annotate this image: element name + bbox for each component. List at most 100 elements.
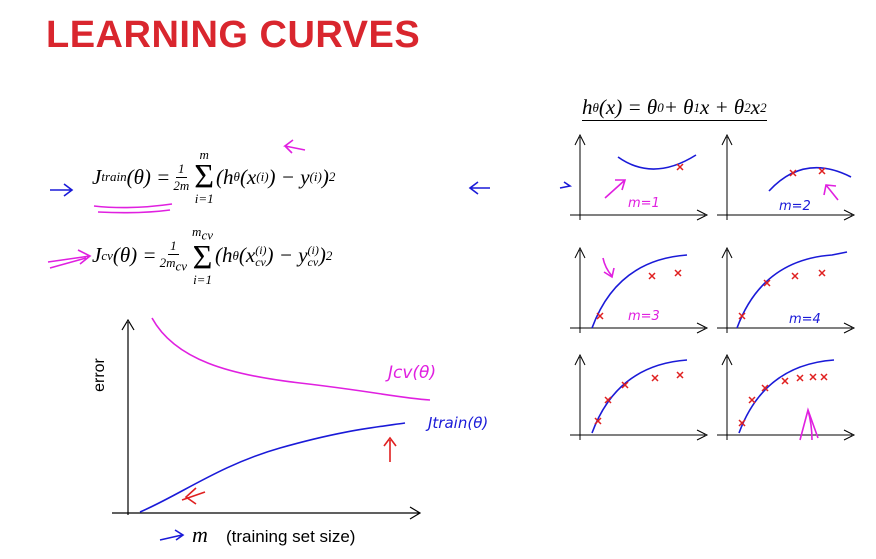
math-text: 2m xyxy=(173,177,190,193)
sample-point xyxy=(676,371,684,379)
title: LEARNING CURVES xyxy=(46,14,421,56)
sample-point xyxy=(648,272,656,280)
sample-point xyxy=(791,272,799,280)
math-text: (θ) = xyxy=(126,164,171,189)
superscript: (i) xyxy=(255,242,267,257)
superscript: 2 xyxy=(760,99,767,115)
sigma: Σ xyxy=(192,238,213,276)
subscript: cv xyxy=(255,254,266,269)
math-text: ) − y xyxy=(268,164,310,189)
sample-point xyxy=(796,374,804,382)
math-text: m xyxy=(192,224,202,239)
numerator: 1 xyxy=(168,238,179,255)
sub-sup: (i) cv xyxy=(255,244,266,268)
panel-label: m=3 xyxy=(628,309,660,324)
math-text: i=1 xyxy=(193,271,212,287)
sum-bottom: i=1 xyxy=(195,192,214,206)
subscript: 1 xyxy=(693,99,700,115)
sample-point xyxy=(781,377,789,385)
panel-axes xyxy=(570,133,709,221)
sample-point xyxy=(748,396,756,404)
train-label: Jtrain(θ) xyxy=(425,414,488,432)
sample-point xyxy=(738,419,746,427)
sample-point xyxy=(763,279,771,287)
math-text: + θ xyxy=(663,95,694,119)
math-text: x xyxy=(750,95,761,119)
subscript: 2 xyxy=(744,99,751,115)
superscript: 2 xyxy=(325,247,333,263)
sub-sup: (i) cv xyxy=(308,244,319,268)
math-text: J xyxy=(92,243,102,268)
y-axis-label: error xyxy=(91,357,108,391)
numerator: 1 xyxy=(176,161,187,178)
subscript: 0 xyxy=(657,99,664,115)
sample-point xyxy=(820,373,828,381)
math-text: (x xyxy=(238,243,256,268)
panel-axes xyxy=(570,246,709,334)
math-text: (x xyxy=(239,164,257,189)
panel-label: m=2 xyxy=(779,199,811,214)
panel-axes xyxy=(717,353,856,441)
arrow xyxy=(799,407,819,441)
panel-label: m=4 xyxy=(789,312,821,327)
math-text: 1 xyxy=(170,237,177,253)
fit-curve xyxy=(617,154,697,170)
math-text: 2m xyxy=(159,254,176,270)
fit-curve xyxy=(738,359,835,434)
subscript: cv xyxy=(201,227,213,243)
subscript: train xyxy=(101,169,127,184)
denominator: 2mcv xyxy=(160,255,187,275)
sample-point xyxy=(676,163,684,171)
panel-axes xyxy=(570,353,709,441)
superscript: (i) xyxy=(256,169,269,184)
sample-point xyxy=(818,269,826,277)
arrow xyxy=(604,179,627,199)
x-axis-label: (training set size) xyxy=(226,527,355,546)
math-text: ) xyxy=(318,243,326,268)
sample-point xyxy=(596,312,604,320)
denominator: 2m xyxy=(173,178,189,194)
subscript: θ xyxy=(592,99,599,115)
superscript: 2 xyxy=(328,169,336,184)
fit-curve xyxy=(591,359,688,434)
sample-point xyxy=(738,312,746,320)
math-text: h xyxy=(582,95,593,119)
superscript: (i) xyxy=(307,242,319,257)
math-text: x + θ xyxy=(699,95,745,119)
sample-point xyxy=(761,384,769,392)
math-text: (θ) = xyxy=(112,243,157,268)
panel-label: m=1 xyxy=(628,196,660,211)
sample-point xyxy=(621,381,629,389)
panels: m=1 m=2 m=3 m=4 xyxy=(570,133,856,441)
arrow xyxy=(602,257,615,279)
subscript: cv xyxy=(175,258,188,274)
arrows xyxy=(47,139,573,541)
math-text: (h xyxy=(214,243,233,268)
fit-curve xyxy=(768,166,852,192)
fit-curve xyxy=(736,251,848,329)
subscript: θ xyxy=(233,169,240,184)
sum-bottom: i=1 xyxy=(193,271,212,287)
sample-point xyxy=(651,374,659,382)
sample-point xyxy=(604,396,612,404)
fraction: 1 2mcv xyxy=(160,238,187,275)
math-text: (h xyxy=(216,164,234,189)
math-text: i=1 xyxy=(194,191,214,206)
sum-top: mcv xyxy=(192,225,213,243)
math-text: (x) = θ xyxy=(598,95,658,119)
cv-curve xyxy=(151,317,431,401)
math-text: ) xyxy=(321,164,329,189)
sample-point xyxy=(818,167,826,175)
sample-point xyxy=(809,373,817,381)
math-text: 1 xyxy=(178,160,185,176)
panel-axes xyxy=(717,246,856,334)
sample-point xyxy=(789,169,797,177)
subscript: cv xyxy=(307,254,319,269)
